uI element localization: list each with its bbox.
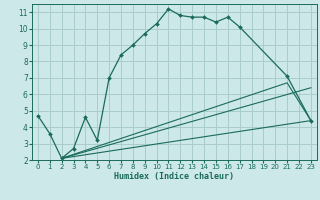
X-axis label: Humidex (Indice chaleur): Humidex (Indice chaleur) [115, 172, 234, 181]
